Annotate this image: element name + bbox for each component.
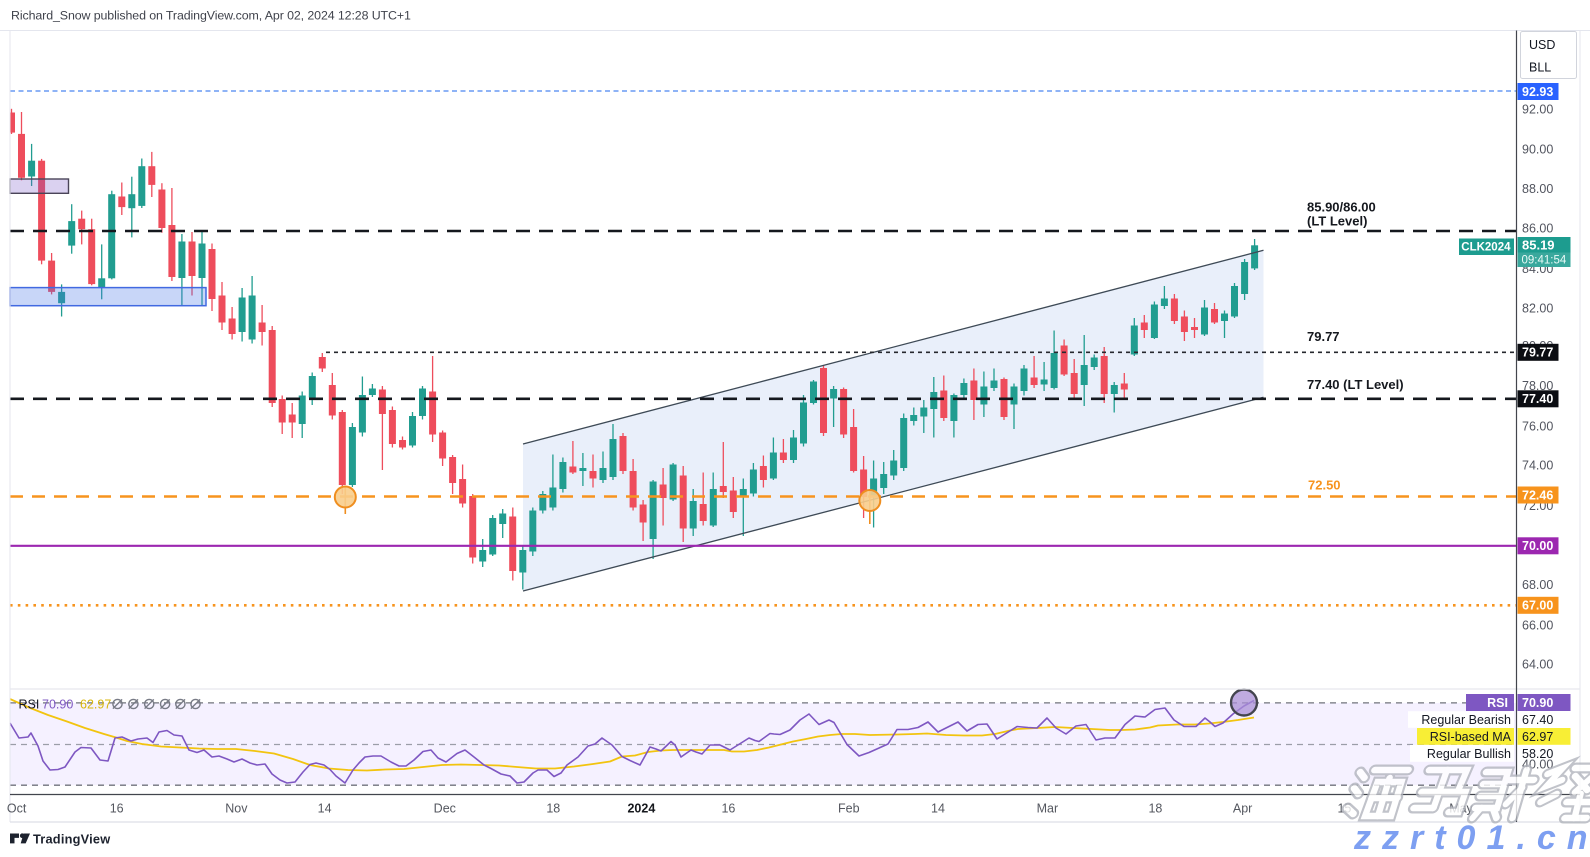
svg-text:CLK2024: CLK2024: [1461, 242, 1511, 254]
svg-text:58.20: 58.20: [1522, 747, 1553, 761]
svg-text:77.40 (LT Level): 77.40 (LT Level): [1307, 377, 1404, 392]
svg-text:86.00: 86.00: [1522, 221, 1553, 235]
svg-text:70.90: 70.90: [1522, 696, 1553, 710]
svg-text:BLL: BLL: [1529, 61, 1551, 75]
svg-text:18: 18: [1148, 802, 1162, 816]
svg-text:Regular Bearish: Regular Bearish: [1421, 713, 1511, 727]
svg-text:09:41:54: 09:41:54: [1522, 255, 1567, 267]
svg-text:18: 18: [546, 802, 560, 816]
svg-text:USD: USD: [1529, 38, 1555, 52]
svg-text:RSI: RSI: [1487, 696, 1508, 710]
svg-text:Oct: Oct: [7, 802, 27, 816]
svg-text:79.77: 79.77: [1307, 329, 1340, 344]
svg-text:Apr: Apr: [1233, 802, 1252, 816]
svg-text:88.00: 88.00: [1522, 182, 1553, 196]
svg-text:Mar: Mar: [1037, 802, 1059, 816]
svg-text:Richard_Snow published on Trad: Richard_Snow published on TradingView.co…: [11, 9, 411, 23]
svg-text:85.90/86.00: 85.90/86.00: [1307, 200, 1376, 215]
svg-text:64.00: 64.00: [1522, 658, 1553, 672]
svg-text:2024: 2024: [627, 802, 655, 816]
svg-text:62.97: 62.97: [80, 698, 111, 712]
svg-text:TradingView: TradingView: [33, 832, 110, 847]
svg-text:Regular Bullish: Regular Bullish: [1427, 747, 1511, 761]
svg-text:RSI-based MA: RSI-based MA: [1430, 730, 1512, 744]
svg-text:79.77: 79.77: [1522, 346, 1553, 360]
svg-text:zzrt01.cn: zzrt01.cn: [1353, 819, 1590, 857]
svg-text:82.00: 82.00: [1522, 302, 1553, 316]
svg-text:78.00: 78.00: [1522, 379, 1553, 393]
svg-text:70.00: 70.00: [1522, 539, 1553, 553]
svg-text:14: 14: [931, 802, 945, 816]
svg-text:62.97: 62.97: [1522, 730, 1553, 744]
svg-text:74.00: 74.00: [1522, 459, 1553, 473]
svg-text:85.19: 85.19: [1522, 238, 1555, 253]
svg-text:72.46: 72.46: [1522, 488, 1553, 502]
svg-text:92.00: 92.00: [1522, 103, 1553, 117]
svg-text:67.00: 67.00: [1522, 599, 1553, 613]
svg-text:(LT Level): (LT Level): [1307, 214, 1367, 229]
svg-text:66.00: 66.00: [1522, 618, 1553, 632]
svg-text:16: 16: [721, 802, 735, 816]
svg-text:67.40: 67.40: [1522, 713, 1553, 727]
svg-text:RSI: RSI: [19, 698, 40, 712]
svg-text:92.93: 92.93: [1522, 85, 1553, 99]
svg-text:90.00: 90.00: [1522, 143, 1553, 157]
svg-text:14: 14: [318, 802, 332, 816]
svg-text:Dec: Dec: [434, 802, 456, 816]
svg-text:72.50: 72.50: [1308, 478, 1341, 493]
svg-text:76.00: 76.00: [1522, 419, 1553, 433]
svg-text:16: 16: [110, 802, 124, 816]
svg-text:Feb: Feb: [838, 802, 860, 816]
svg-text:68.00: 68.00: [1522, 578, 1553, 592]
svg-text:Nov: Nov: [225, 802, 248, 816]
svg-text:77.40: 77.40: [1522, 392, 1553, 406]
svg-text:70.90: 70.90: [42, 698, 73, 712]
